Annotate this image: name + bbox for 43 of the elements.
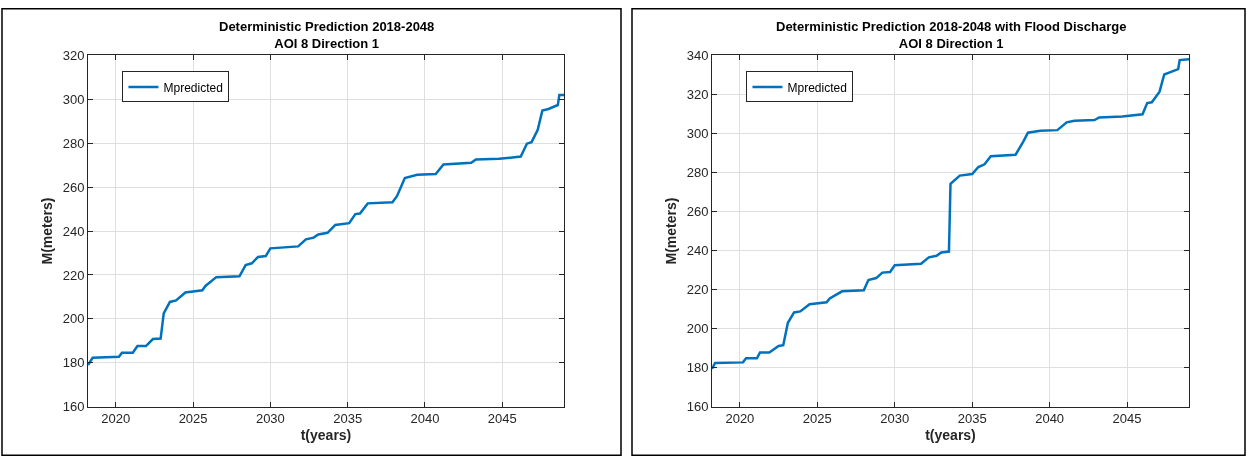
x-tick-label: 2035 bbox=[333, 411, 363, 427]
chart-subtitle: AOI 8 Direction 1 bbox=[274, 35, 380, 51]
y-tick-label: 220 bbox=[686, 282, 709, 298]
line-series bbox=[88, 93, 564, 367]
y-tick-label: 260 bbox=[62, 179, 85, 195]
x-tick-label: 2030 bbox=[255, 411, 285, 427]
y-tick-label: 240 bbox=[686, 243, 709, 259]
x-tick-label: 2025 bbox=[178, 411, 208, 427]
line-series bbox=[712, 58, 1189, 371]
y-tick-label: 220 bbox=[62, 267, 85, 283]
y-tick-label: 180 bbox=[686, 360, 709, 376]
x-tick-label: 2045 bbox=[487, 411, 517, 427]
y-tick-label: 160 bbox=[62, 399, 85, 415]
y-tick-label: 340 bbox=[686, 47, 709, 63]
y-tick-label: 320 bbox=[62, 47, 85, 63]
y-tick-label: 200 bbox=[686, 321, 709, 337]
chart-title: Deterministic Prediction 2018-2048 with Flood Discharge bbox=[776, 19, 1127, 34]
x-tick-label: 2030 bbox=[880, 411, 910, 427]
legend-label: Mpredicted bbox=[787, 80, 847, 95]
y-tick-label: 240 bbox=[62, 223, 85, 239]
x-tick-label: 2025 bbox=[802, 411, 832, 427]
x-tick-label: 2035 bbox=[957, 411, 987, 427]
x-tick-label: 2040 bbox=[410, 411, 440, 427]
x-axis-title: t(years) bbox=[300, 426, 352, 443]
y-tick-label: 200 bbox=[62, 311, 85, 327]
legend-label: Mpredicted bbox=[163, 80, 223, 95]
x-tick-label: 2020 bbox=[725, 411, 755, 427]
chart-title: Deterministic Prediction 2018-2048 bbox=[219, 19, 435, 34]
x-axis-title: t(years) bbox=[925, 426, 976, 443]
y-tick-label: 320 bbox=[686, 86, 709, 102]
y-tick-label: 180 bbox=[62, 355, 85, 371]
y-axis-title: M(meters) bbox=[39, 197, 56, 265]
y-axis-title: M(meters) bbox=[663, 197, 680, 265]
y-tick-label: 260 bbox=[686, 204, 709, 220]
y-tick-label: 280 bbox=[62, 135, 85, 151]
y-tick-label: 160 bbox=[686, 399, 709, 415]
y-tick-label: 300 bbox=[62, 91, 85, 107]
x-tick-label: 2020 bbox=[101, 411, 131, 427]
x-tick-label: 2040 bbox=[1035, 411, 1065, 427]
x-tick-label: 2045 bbox=[1112, 411, 1142, 427]
chart-subtitle: AOI 8 Direction 1 bbox=[898, 35, 1004, 51]
y-tick-label: 280 bbox=[686, 165, 709, 181]
y-tick-label: 300 bbox=[686, 126, 709, 141]
